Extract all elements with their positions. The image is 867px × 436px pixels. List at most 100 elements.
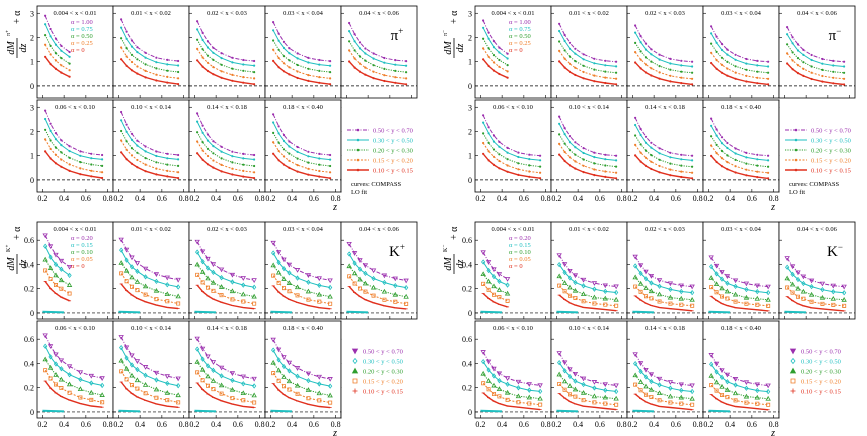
data-point (54, 162, 58, 165)
data-point (795, 285, 801, 291)
data-point (568, 141, 572, 144)
legend-marker (794, 168, 798, 172)
data-point (211, 288, 216, 293)
data-point (346, 263, 352, 269)
data-point (557, 381, 562, 386)
offset-legend-entry: α = 0 (71, 47, 85, 54)
data-point (756, 153, 759, 156)
fit-curve (272, 132, 331, 167)
data-point (680, 76, 683, 79)
data-point (756, 164, 759, 167)
data-point (272, 21, 275, 24)
fit-curve (558, 50, 617, 80)
data-point (206, 285, 210, 290)
offset-legend-entry: α = 0.15 (509, 242, 531, 249)
data-point (820, 287, 825, 293)
panel-frame (626, 221, 704, 320)
data-point (648, 372, 655, 378)
x-tick-label: 0.4 (649, 420, 659, 429)
data-point (358, 41, 362, 44)
data-point (381, 273, 388, 279)
data-point (558, 122, 561, 125)
data-point (504, 389, 511, 395)
data-point (220, 163, 223, 166)
data-point (383, 74, 386, 77)
data-point (201, 141, 204, 144)
data-point (130, 45, 134, 48)
x-tick-label: 0.6 (81, 194, 91, 203)
data-point (220, 63, 223, 66)
data-point (296, 76, 299, 80)
data-point (634, 154, 637, 157)
data-point (649, 280, 654, 286)
data-point (44, 138, 47, 141)
data-point (766, 290, 771, 296)
data-point (89, 380, 94, 386)
data-point (166, 152, 169, 155)
data-point (765, 383, 771, 389)
data-point (754, 382, 760, 388)
data-point (593, 68, 596, 71)
data-point (196, 28, 199, 31)
fit-curve (786, 63, 845, 86)
data-point (480, 370, 486, 376)
data-point (528, 175, 531, 178)
data-point (130, 60, 134, 64)
data-point (101, 153, 104, 157)
legend-marker (794, 138, 798, 142)
data-point (210, 378, 217, 383)
data-point (582, 164, 585, 167)
data-point (745, 174, 748, 177)
data-point (58, 277, 65, 283)
data-point (689, 383, 695, 389)
data-point (482, 26, 485, 29)
data-point (212, 159, 215, 162)
data-point (135, 268, 140, 274)
data-point (316, 291, 322, 297)
fit-curve (44, 380, 103, 408)
data-point (690, 388, 695, 395)
data-point (604, 81, 607, 85)
data-point (405, 83, 408, 86)
data-point (733, 398, 738, 403)
data-point (100, 400, 105, 405)
data-point (644, 48, 648, 51)
data-point (353, 49, 356, 52)
data-point (726, 154, 729, 157)
data-point (644, 63, 648, 66)
data-point (710, 51, 713, 54)
y-tick-label: 0 (468, 309, 472, 318)
data-point (603, 288, 608, 295)
data-point (796, 294, 800, 299)
data-point (720, 149, 724, 153)
data-point (563, 39, 566, 43)
panel-x-bin-label: 0.01 < x < 0.02 (569, 10, 609, 17)
panel-x-bin-label: 0.03 < x < 0.04 (283, 226, 324, 233)
panel-frame (36, 99, 114, 193)
data-point (142, 365, 149, 370)
data-point (288, 140, 291, 143)
panel: 0.18 < x < 0.400.2 0.4 0.6 0.8 (702, 99, 780, 203)
panel-x-bin-label: 0.004 < x < 0.01 (491, 10, 534, 17)
data-point (229, 386, 236, 392)
data-point (382, 297, 387, 302)
y-tick-label: 0.4 (462, 260, 472, 269)
data-point (558, 49, 561, 53)
data-point (482, 37, 485, 40)
panel: 0.18 < x < 0.400.2 0.4 0.6 0.8 (264, 320, 342, 429)
data-point (49, 35, 52, 38)
data-point (633, 382, 638, 387)
x-tick-label: 0.4 (211, 420, 221, 429)
data-point (492, 148, 496, 151)
data-point (231, 67, 234, 70)
y-tick-label: 0 (30, 309, 34, 318)
data-point (592, 301, 597, 306)
y-bin-legend-entry: 0.20 < y < 0.30 (363, 369, 403, 376)
data-point (177, 64, 180, 67)
data-point (119, 369, 124, 374)
y-tick-label: 3 (468, 9, 472, 18)
data-point (562, 269, 567, 276)
data-point (129, 274, 135, 280)
data-point (658, 171, 661, 174)
